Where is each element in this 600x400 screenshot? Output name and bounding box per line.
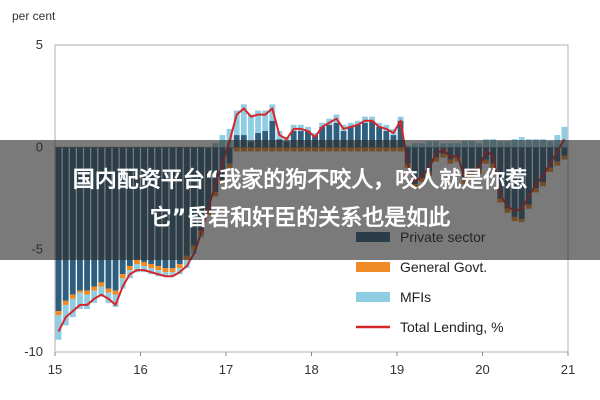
bar-mfis-0 (55, 315, 62, 340)
bar-private-sector-40 (340, 130, 347, 148)
bar-mfis-43 (362, 116, 368, 123)
x-tick-label: 20 (475, 362, 489, 377)
bar-mfis-18 (183, 259, 190, 269)
x-tick-label: 15 (48, 362, 62, 377)
bar-private-sector-41 (347, 126, 354, 148)
x-tick-label: 18 (304, 362, 318, 377)
bar-mfis-2 (69, 298, 76, 318)
bar-private-sector-48 (397, 120, 404, 148)
bar-private-sector-29 (262, 130, 269, 148)
bar-general-govt--13 (148, 263, 155, 269)
bar-general-govt--8 (112, 290, 119, 295)
bar-mfis-28 (255, 110, 261, 133)
bar-mfis-8 (112, 294, 119, 307)
bar-mfis-12 (141, 266, 147, 273)
bar-general-govt--17 (176, 263, 183, 269)
bar-general-govt--6 (98, 282, 105, 287)
bar-private-sector-44 (369, 120, 375, 148)
bar-mfis-1 (62, 304, 69, 326)
bar-general-govt--10 (126, 266, 133, 271)
legend-entry: General Govt. (400, 259, 487, 275)
bar-mfis-41 (347, 122, 354, 127)
bar-mfis-30 (269, 104, 276, 121)
legend-entry: MFIs (400, 289, 431, 305)
bar-mfis-45 (376, 122, 383, 127)
bar-general-govt--0 (55, 311, 62, 316)
bar-general-govt--11 (134, 259, 140, 264)
y-tick-label: -10 (24, 344, 43, 359)
caption-line-1: 国内配资平台“我家的狗不咬人，咬人就是你惹 (72, 168, 528, 193)
x-tick-label: 21 (561, 362, 575, 377)
legend-swatch (356, 262, 390, 272)
bar-mfis-33 (290, 124, 297, 131)
bar-mfis-26 (240, 104, 247, 136)
bar-mfis-3 (77, 292, 83, 310)
bar-private-sector-39 (333, 122, 340, 148)
legend-swatch (356, 292, 390, 302)
bar-general-govt--3 (77, 290, 83, 293)
bar-general-govt--12 (141, 261, 147, 267)
bar-mfis-36 (312, 133, 318, 136)
caption-text: 国内配资平台“我家的狗不咬人，咬人就是你惹 它”昏君和奸臣的关系也是如此 (20, 162, 580, 238)
y-unit-label: per cent (12, 9, 56, 23)
bar-mfis-11 (134, 263, 140, 273)
caption-line-2: 它”昏君和奸臣的关系也是如此 (149, 206, 451, 231)
bar-mfis-16 (169, 272, 176, 277)
bar-mfis-4 (84, 294, 90, 310)
bar-mfis-34 (297, 124, 304, 131)
bar-general-govt--14 (155, 266, 162, 271)
bar-mfis-48 (397, 116, 404, 121)
bar-private-sector-35 (305, 130, 311, 148)
bar-mfis-37 (319, 122, 326, 127)
bar-mfis-5 (91, 290, 98, 303)
bar-mfis-6 (98, 286, 105, 297)
caption-banner: 国内配资平台“我家的狗不咬人，咬人就是你惹 它”昏君和奸臣的关系也是如此 (0, 140, 600, 260)
x-tick-label: 16 (133, 362, 147, 377)
bar-general-govt--7 (105, 288, 112, 293)
bar-private-sector-34 (297, 130, 304, 148)
bar-private-sector-45 (376, 126, 383, 148)
x-tick-label: 17 (219, 362, 233, 377)
bar-mfis-44 (369, 116, 375, 121)
bar-general-govt--16 (169, 268, 176, 273)
bar-mfis-15 (162, 272, 169, 277)
bar-general-govt--9 (119, 274, 126, 279)
bar-general-govt--1 (62, 300, 69, 305)
bar-private-sector-37 (319, 126, 326, 148)
bar-mfis-29 (262, 110, 269, 131)
legend-entry: Total Lending, % (400, 319, 504, 335)
bar-private-sector-42 (354, 124, 361, 148)
bar-general-govt--5 (91, 286, 98, 291)
bar-mfis-25 (233, 110, 240, 136)
bar-private-sector-33 (290, 130, 297, 148)
bar-general-govt--4 (84, 290, 90, 295)
bar-mfis-35 (305, 126, 311, 131)
bar-private-sector-38 (326, 124, 333, 148)
bar-mfis-27 (248, 114, 254, 142)
bar-mfis-42 (354, 120, 361, 125)
y-tick-label: 5 (36, 37, 43, 52)
bar-private-sector-43 (362, 122, 368, 148)
bar-general-govt--2 (69, 294, 76, 299)
bar-mfis-71 (561, 126, 568, 148)
bar-private-sector-30 (269, 120, 276, 148)
x-tick-label: 19 (390, 362, 404, 377)
bar-private-sector-46 (383, 130, 390, 148)
bar-general-govt--15 (162, 268, 169, 273)
bar-mfis-9 (119, 278, 126, 289)
